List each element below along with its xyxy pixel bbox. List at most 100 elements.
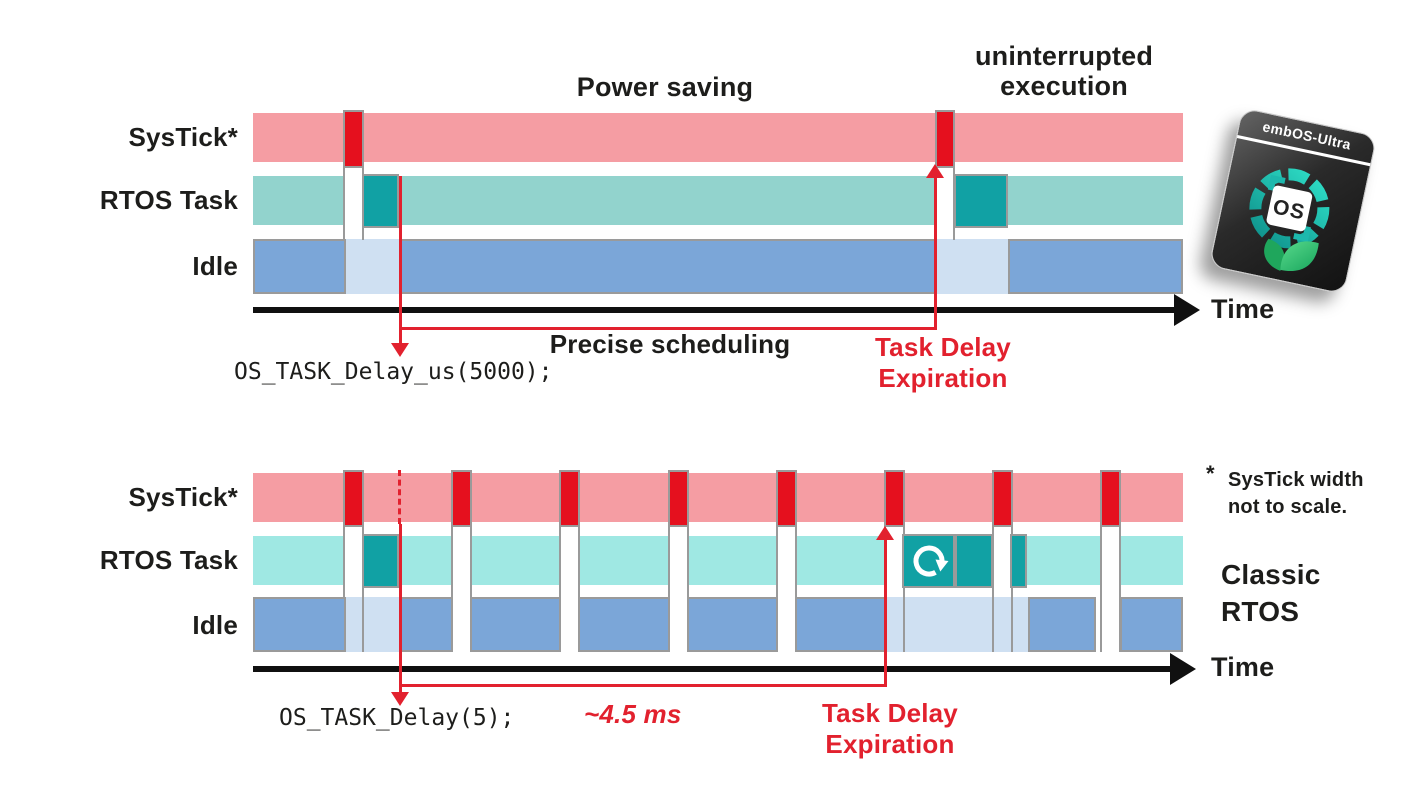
task-active-block — [954, 174, 1008, 228]
caption-uninterrupted: uninterrupted execution — [938, 41, 1190, 101]
row-label-rtos-top: RTOS Task — [99, 185, 238, 215]
task-active-block — [902, 534, 955, 588]
loop-arrow-icon — [913, 545, 948, 577]
row-label-systick-top: SysTick* — [128, 122, 238, 152]
caption-power-saving: Power saving — [576, 72, 754, 102]
time-axis-arrowhead — [1174, 294, 1200, 326]
systick-tick — [451, 470, 472, 527]
systick-row-background — [253, 473, 1183, 522]
tick-connector-line — [578, 524, 580, 652]
idle-active-block — [1028, 597, 1096, 652]
leaf-icon — [1264, 238, 1319, 271]
caption-uninterrupted-line2: execution — [1000, 71, 1128, 101]
rtos-row-background — [795, 536, 886, 585]
footnote-asterisk: * — [1206, 461, 1215, 486]
expiration-line1-top: Task Delay — [875, 332, 1011, 362]
systick-footnote: SysTick width not to scale. — [1228, 467, 1364, 521]
systick-tick — [668, 470, 689, 527]
circular-arrows-icon — [1249, 168, 1330, 249]
delay-call-line — [399, 176, 402, 346]
tick-connector-line — [687, 524, 689, 652]
systick-row-background — [253, 113, 1183, 162]
expiration-line — [934, 175, 937, 330]
rtos-row-background — [1119, 536, 1183, 585]
delay-span-line — [399, 684, 887, 687]
idle-active-block — [687, 597, 778, 652]
idle-active-block — [578, 597, 670, 652]
time-axis-label-top: Time — [1211, 294, 1275, 324]
idle-row-inactive-segment — [346, 597, 400, 652]
delay-call-line — [399, 524, 402, 695]
tick-connector-line — [668, 524, 670, 652]
delay-call-code-top: OS_TASK_Delay_us(5000); — [234, 359, 553, 385]
systick-dashed-line — [398, 470, 401, 524]
expiration-arrowhead — [876, 526, 894, 540]
task-active-block — [1010, 534, 1027, 588]
task-active-block — [955, 534, 993, 588]
systick-tick — [776, 470, 797, 527]
rtos-row-background — [253, 536, 345, 585]
tick-connector-line — [795, 524, 797, 652]
classic-rtos-line2: RTOS — [1221, 596, 1300, 627]
footnote-line1: SysTick width — [1228, 469, 1364, 491]
idle-row-inactive-segment — [886, 597, 1028, 652]
row-label-rtos-bottom: RTOS Task — [99, 545, 238, 575]
task-delay-expiration-label-bottom: Task Delay Expiration — [788, 698, 992, 760]
expiration-line1-bottom: Task Delay — [822, 698, 958, 728]
classic-rtos-label: Classic RTOS — [1221, 556, 1320, 630]
delay-span-line — [399, 327, 937, 330]
idle-row-inactive-segment — [937, 239, 1008, 294]
task-active-block — [362, 534, 399, 588]
time-axis-arrowhead — [1170, 653, 1196, 685]
systick-tick — [343, 110, 364, 168]
caption-uninterrupted-line1: uninterrupted — [974, 41, 1154, 71]
idle-active-block — [253, 597, 346, 652]
idle-row-inactive-segment — [346, 239, 400, 294]
time-axis — [253, 666, 1170, 672]
tick-connector-line — [1119, 524, 1121, 652]
idle-active-block — [1120, 597, 1183, 652]
idle-active-block — [253, 239, 346, 294]
tick-connector-line — [1011, 524, 1013, 652]
delay-call-code-bottom: OS_TASK_Delay(5); — [279, 705, 515, 731]
tick-connector-line — [451, 524, 453, 652]
expiration-line — [884, 537, 887, 687]
delay-call-arrowhead — [391, 343, 409, 357]
expiration-line2-top: Expiration — [878, 363, 1008, 393]
logo-artwork: OS — [1249, 168, 1330, 271]
tick-connector-line — [903, 524, 905, 652]
rtos-row-background — [362, 176, 937, 225]
precise-scheduling-label: Precise scheduling — [549, 329, 791, 359]
rtos-row-background — [578, 536, 670, 585]
rtos-row-background — [253, 176, 345, 225]
classic-rtos-line1: Classic — [1221, 559, 1321, 590]
os-bracket-frame — [1267, 174, 1311, 242]
tick-connector-line — [343, 168, 345, 240]
systick-tick — [559, 470, 580, 527]
systick-tick — [1100, 470, 1121, 527]
footnote-line2: not to scale. — [1228, 496, 1348, 518]
systick-tick — [935, 110, 955, 168]
tick-connector-line — [362, 524, 364, 652]
idle-active-block — [1008, 239, 1183, 294]
tick-connector-line — [992, 524, 994, 652]
idle-active-block — [470, 597, 561, 652]
task-delay-expiration-label-top: Task Delay Expiration — [841, 332, 1045, 394]
systick-tick — [343, 470, 364, 527]
expiration-arrowhead — [926, 164, 944, 178]
tick-connector-line — [559, 524, 561, 652]
row-label-systick-bottom: SysTick* — [128, 482, 238, 512]
embos-ultra-logo-badge: embOS-Ultra OS — [1208, 107, 1378, 295]
os-box — [1266, 185, 1313, 232]
task-active-block — [362, 174, 399, 228]
delay-call-arrowhead — [391, 692, 409, 706]
systick-tick — [884, 470, 905, 527]
delay-duration-label: ~4.5 ms — [584, 699, 682, 729]
tick-connector-line — [1100, 524, 1102, 652]
idle-active-block — [400, 239, 937, 294]
row-label-idle-bottom: Idle — [192, 610, 238, 640]
tick-connector-line — [343, 524, 345, 652]
